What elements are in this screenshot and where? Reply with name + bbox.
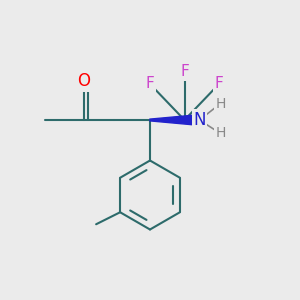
Text: N: N bbox=[193, 111, 206, 129]
Polygon shape bbox=[150, 115, 200, 125]
Text: H: H bbox=[215, 97, 226, 110]
Text: H: H bbox=[215, 127, 226, 140]
Text: F: F bbox=[214, 76, 224, 92]
Text: O: O bbox=[77, 72, 91, 90]
Text: F: F bbox=[146, 76, 154, 92]
Text: F: F bbox=[180, 64, 189, 80]
